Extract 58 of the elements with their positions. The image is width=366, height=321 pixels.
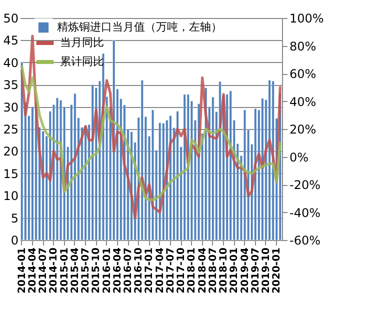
bar <box>140 80 144 240</box>
y2-tick-label: 20% <box>290 122 316 136</box>
x-tick-label: 2016-04 <box>112 247 124 294</box>
x-tick-label: 2016-07 <box>123 247 134 294</box>
y-tick-label: 40 <box>3 56 18 70</box>
x-tick-label: 2016-10 <box>134 247 145 294</box>
y2-tick-label: 0% <box>290 150 309 164</box>
bar <box>20 62 24 240</box>
bar <box>212 96 214 240</box>
y2-tick-label: 80% <box>290 39 316 54</box>
y-tick-label: 20 <box>3 144 18 159</box>
y-tick-label: 10 <box>3 189 18 204</box>
x-tick-label: 2018-04 <box>197 247 208 294</box>
x-tick-label: 2018-07 <box>208 247 219 294</box>
legend-label: 当月同比 <box>60 36 104 49</box>
y-tick-label: 0 <box>10 234 18 248</box>
x-tick-label: 2015-07 <box>80 247 92 294</box>
x-tick-label: 2019-04 <box>240 247 251 294</box>
x-tick-label: 2015-04 <box>70 247 81 294</box>
bar <box>56 98 59 240</box>
legend-label: 精炼铜进口当月值（万吨，左轴） <box>57 20 222 34</box>
y2-tick-label: 100% <box>290 12 324 26</box>
x-tick-label: 2017-04 <box>154 247 166 294</box>
x-tick-label: 2017-07 <box>165 247 176 294</box>
x-tick-label: 2017-10 <box>176 247 188 294</box>
y-tick-label: 5 <box>10 211 18 226</box>
x-tick-label: 2019-01 <box>229 247 240 294</box>
x-tick-label: 2019-07 <box>250 247 262 294</box>
x-tick-label: 2015-10 <box>91 247 102 294</box>
bar <box>229 90 232 240</box>
bar <box>42 131 44 240</box>
x-tick-label: 2016-01 <box>102 247 113 294</box>
y-tick-label: 45 <box>3 34 18 48</box>
x-tick-label: 2019-10 <box>260 247 272 294</box>
x-tick-label: 2015-01 <box>59 247 70 294</box>
y2-tick-label: 40% <box>290 94 316 109</box>
y-tick-label: 30 <box>3 100 18 114</box>
y2-tick-label: -20% <box>290 178 321 192</box>
x-tick-label: 2014-04 <box>27 247 38 294</box>
bar <box>261 98 264 240</box>
bar <box>176 111 179 240</box>
y2-tick-label: -60% <box>290 234 321 248</box>
y2-tick-label: 60% <box>290 67 316 81</box>
y-tick-label: 15 <box>3 166 18 181</box>
x-tick-label: 2017-01 <box>144 247 156 294</box>
y-tick-label: 50 <box>3 12 18 26</box>
x-tick-label: 2018-10 <box>218 247 230 294</box>
bar <box>74 93 76 240</box>
x-tick-label: 2014-10 <box>48 247 60 294</box>
x-tick-label: 2018-01 <box>186 247 198 294</box>
y-tick-label: 25 <box>3 122 18 136</box>
x-tick-label: 2014-07 <box>38 247 50 294</box>
y-tick-label: 35 <box>3 78 18 92</box>
x-tick-label: 2020-01 <box>272 247 283 294</box>
y2-tick-label: -40% <box>290 206 321 220</box>
bar <box>268 80 271 240</box>
x-tick-label: 2014-01 <box>16 247 28 294</box>
bar <box>31 106 34 240</box>
